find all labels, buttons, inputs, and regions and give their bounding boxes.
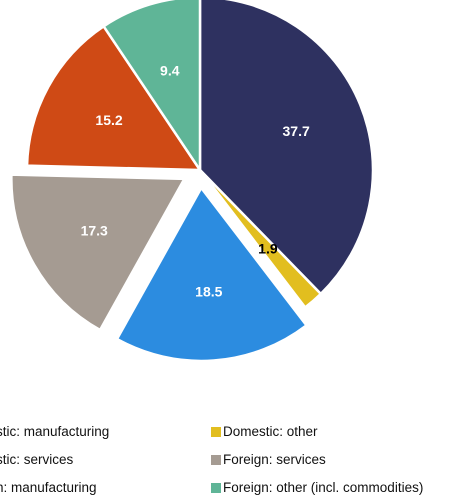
pie-slice-domestic-services	[115, 186, 308, 363]
legend-item-foreign-services: Foreign: services	[211, 452, 326, 468]
legend-entry-label: Foreign: other (incl. commodities)	[223, 480, 424, 495]
legend-entry-label: Foreign: services	[223, 452, 326, 467]
legend-swatch-domestic-other	[211, 427, 221, 437]
pie-plot-area: 37.7 1.9 18.5 17.3 15.2 9.4	[10, 0, 375, 363]
legend-item-domestic-other: Domestic: other	[211, 424, 318, 440]
legend-entry-label: Domestic: other	[223, 424, 318, 439]
legend-item-domestic-manufacturing: stic: manufacturing	[0, 424, 109, 440]
data-label-foreign-other-incl-commodities: 9.4	[160, 63, 180, 79]
pie-slice-foreign-services	[10, 173, 186, 332]
data-label-domestic-other: 1.9	[258, 241, 278, 257]
legend-item-foreign-other: Foreign: other (incl. commodities)	[211, 480, 423, 496]
legend-swatch-foreign-other	[211, 483, 221, 493]
data-label-foreign-services: 17.3	[81, 222, 108, 238]
legend: stic: manufacturing Domestic: other stic…	[0, 418, 459, 496]
legend-swatch-foreign-services	[211, 455, 221, 465]
data-label-foreign-manufacturing: 15.2	[95, 112, 122, 128]
pie-slice-foreign-manufacturing	[25, 25, 202, 172]
legend-item-foreign-manufacturing: n: manufacturing	[0, 480, 97, 496]
data-label-domestic-manufacturing: 37.7	[283, 123, 310, 139]
legend-item-domestic-services: stic: services	[0, 452, 73, 468]
legend-entry-label: stic: manufacturing	[0, 424, 110, 439]
legend-entry-label: stic: services	[0, 452, 74, 467]
legend-entry-label: n: manufacturing	[0, 480, 97, 495]
data-label-domestic-services: 18.5	[195, 283, 222, 299]
pie-slice-domestic-manufacturing	[198, 0, 375, 296]
pie-slice-domestic-other	[198, 168, 323, 309]
pie-slice-foreign-other-incl-commodities	[102, 0, 202, 172]
